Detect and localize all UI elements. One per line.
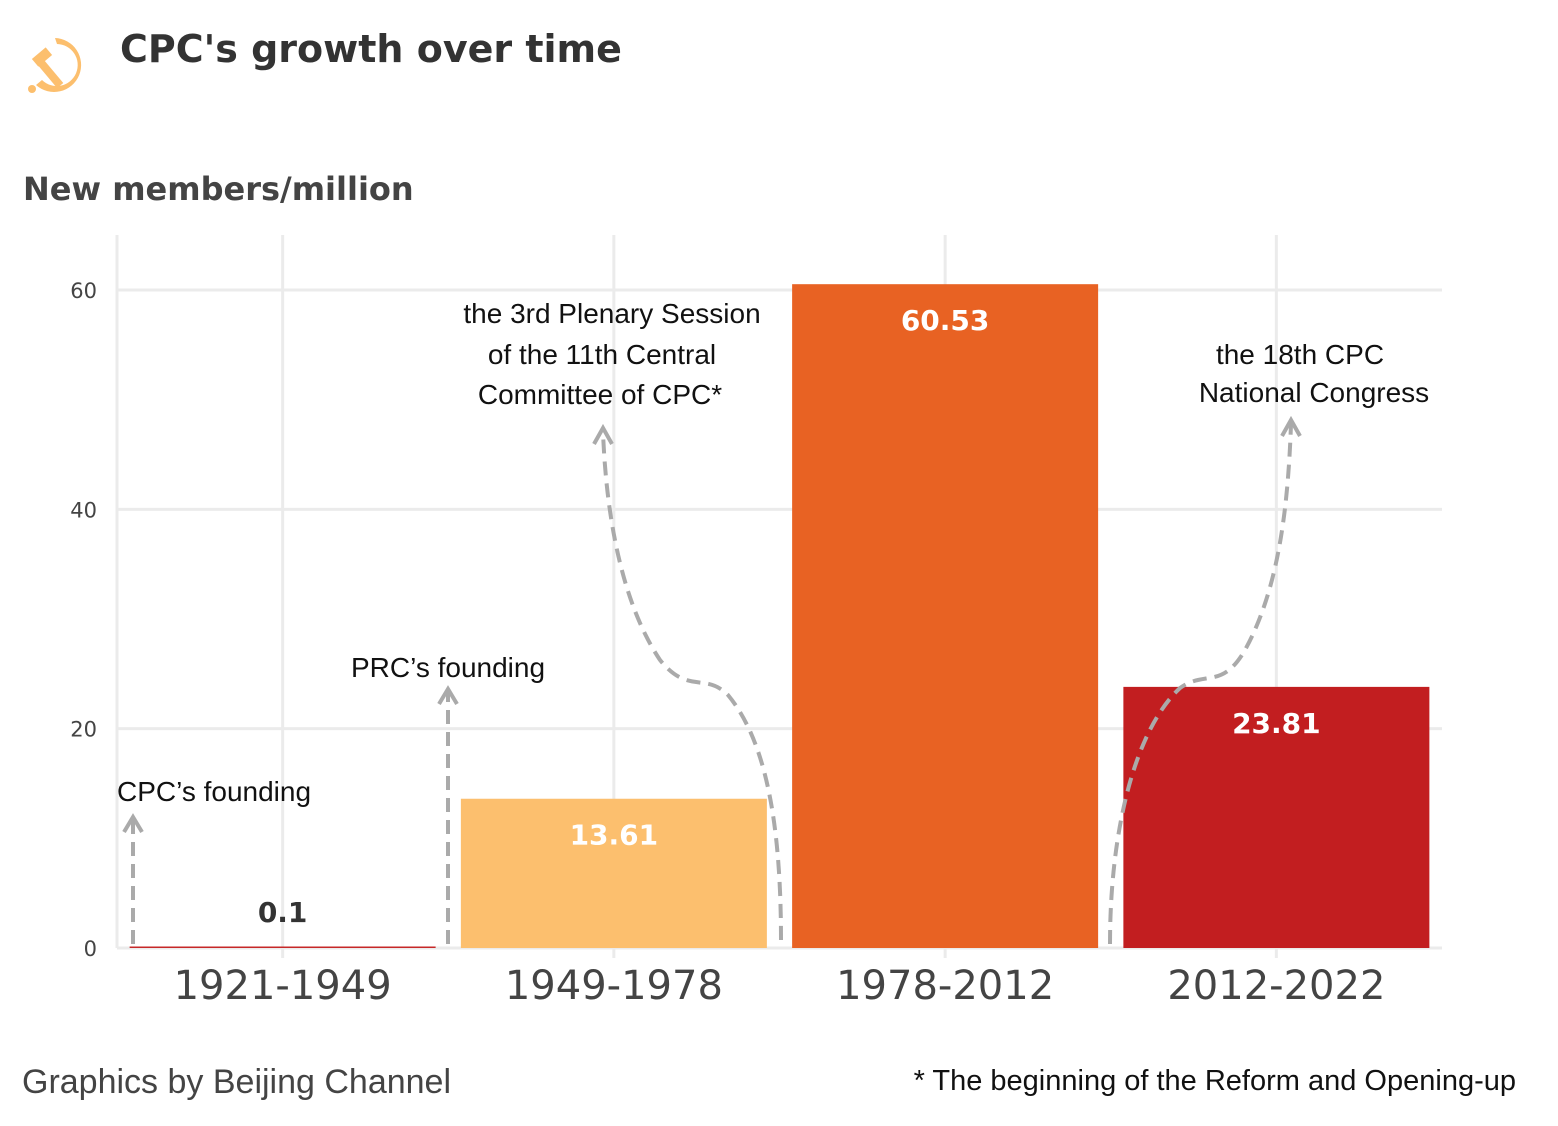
bar	[460, 798, 767, 948]
credit: Graphics by Beijing Channel	[22, 1063, 451, 1101]
annotation-arrows	[122, 415, 1302, 945]
arrowhead	[592, 423, 614, 445]
x-tick-label: 2012-2022	[1167, 963, 1385, 1009]
arrowhead	[437, 685, 459, 706]
bar-value-label: 60.53	[901, 304, 990, 337]
annotation-prc-founding: PRC’s founding	[351, 652, 545, 683]
bars: 0.1 13.61 60.53 23.81	[129, 284, 1430, 949]
x-tick-label: 1949-1978	[505, 963, 723, 1009]
x-tick-label: 1978-2012	[836, 963, 1054, 1009]
annotation-3rd-plenary-line3: Committee of CPC*	[478, 379, 722, 410]
annotation-3rd-plenary-line2: of the 11th Central	[488, 339, 716, 370]
arrow-18th-congress	[1108, 423, 1293, 945]
bar	[129, 946, 436, 948]
annotation-3rd-plenary-line1: the 3rd Plenary Session	[463, 298, 760, 329]
y-tick-label: 60	[70, 279, 97, 303]
footnote: * The beginning of the Reform and Openin…	[914, 1065, 1516, 1097]
chart-title: CPC's growth over time	[120, 27, 622, 71]
arrowhead	[1280, 415, 1302, 437]
annotations: CPC’s founding PRC’s founding the 3rd Pl…	[117, 298, 1429, 807]
bar	[1123, 686, 1430, 948]
annotation-18th-line1: the 18th CPC	[1216, 339, 1384, 370]
bar-value-label: 13.61	[570, 819, 659, 852]
annotation-18th-line2: National Congress	[1199, 377, 1429, 408]
y-tick-label: 40	[70, 498, 97, 522]
x-ticks: 1921-1949 1949-1978 1978-2012 2012-2022	[174, 963, 1386, 1009]
bar-value-label: 23.81	[1232, 707, 1321, 740]
bar	[792, 284, 1099, 949]
y-axis-label: New members/million	[23, 170, 414, 208]
x-tick-label: 1921-1949	[174, 963, 392, 1009]
y-tick-label: 0	[84, 937, 97, 961]
y-tick-label: 20	[70, 718, 97, 742]
arrowhead	[122, 813, 144, 834]
bar-value-label: 0.1	[258, 896, 308, 929]
annotation-cpc-founding: CPC’s founding	[117, 776, 311, 807]
hammer-and-sickle-icon	[28, 38, 82, 93]
arrow-3rd-plenary	[601, 431, 783, 941]
y-ticks: 0 20 40 60	[70, 279, 97, 961]
